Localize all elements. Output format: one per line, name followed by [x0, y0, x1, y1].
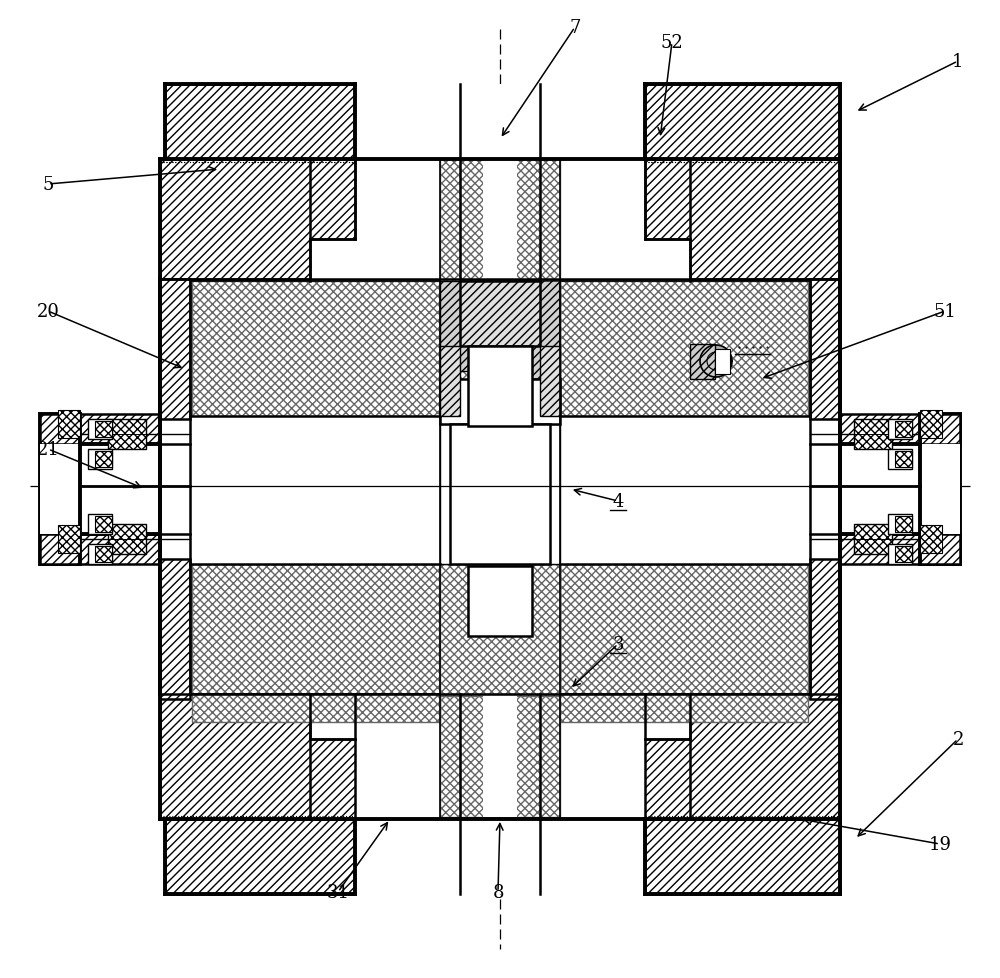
Polygon shape	[192, 694, 440, 723]
Text: 5: 5	[42, 176, 54, 194]
Polygon shape	[645, 820, 840, 894]
Polygon shape	[192, 282, 440, 417]
Polygon shape	[160, 159, 840, 820]
Polygon shape	[160, 159, 355, 280]
Polygon shape	[560, 417, 808, 564]
Text: 8: 8	[492, 883, 504, 901]
Polygon shape	[440, 379, 560, 424]
Polygon shape	[715, 350, 730, 375]
Polygon shape	[108, 420, 146, 450]
Polygon shape	[95, 516, 112, 532]
Polygon shape	[645, 159, 840, 280]
Text: 4: 4	[612, 493, 624, 511]
Polygon shape	[690, 344, 715, 379]
Text: 2: 2	[952, 731, 964, 748]
Polygon shape	[840, 534, 960, 564]
Polygon shape	[88, 545, 112, 564]
Text: 1: 1	[952, 53, 964, 71]
Polygon shape	[440, 282, 560, 696]
Polygon shape	[560, 564, 808, 694]
Polygon shape	[560, 694, 808, 723]
Polygon shape	[192, 564, 440, 694]
Polygon shape	[888, 545, 912, 564]
Polygon shape	[440, 346, 460, 417]
Polygon shape	[440, 282, 483, 372]
Polygon shape	[192, 417, 808, 564]
Polygon shape	[460, 282, 540, 346]
Polygon shape	[888, 420, 912, 439]
Polygon shape	[192, 417, 440, 564]
Text: 3: 3	[612, 636, 624, 653]
Text: 51: 51	[934, 302, 956, 321]
Polygon shape	[95, 422, 112, 437]
Polygon shape	[355, 820, 645, 894]
Polygon shape	[450, 424, 550, 564]
Polygon shape	[40, 445, 190, 534]
Polygon shape	[920, 411, 942, 438]
Polygon shape	[560, 417, 808, 564]
Polygon shape	[165, 85, 355, 159]
Polygon shape	[920, 415, 960, 564]
Polygon shape	[88, 514, 112, 534]
Polygon shape	[645, 85, 840, 159]
Polygon shape	[468, 566, 532, 637]
Polygon shape	[854, 420, 892, 450]
Polygon shape	[920, 525, 942, 554]
Polygon shape	[483, 159, 517, 818]
Polygon shape	[95, 547, 112, 562]
Polygon shape	[160, 280, 190, 420]
Polygon shape	[895, 516, 912, 532]
Polygon shape	[58, 525, 80, 554]
Polygon shape	[468, 346, 532, 426]
Polygon shape	[888, 450, 912, 469]
Polygon shape	[895, 547, 912, 562]
Polygon shape	[895, 452, 912, 467]
Polygon shape	[895, 422, 912, 437]
Text: 19: 19	[928, 835, 952, 853]
Polygon shape	[700, 345, 732, 378]
Polygon shape	[88, 420, 112, 439]
Polygon shape	[707, 353, 725, 371]
Polygon shape	[355, 85, 645, 159]
Polygon shape	[440, 424, 560, 564]
Polygon shape	[810, 280, 840, 420]
Polygon shape	[810, 559, 840, 699]
Polygon shape	[40, 415, 160, 445]
Polygon shape	[560, 282, 808, 417]
Polygon shape	[192, 417, 440, 564]
Polygon shape	[483, 282, 560, 379]
Polygon shape	[58, 411, 80, 438]
Polygon shape	[840, 415, 960, 445]
Polygon shape	[160, 694, 355, 820]
Polygon shape	[645, 694, 840, 820]
Text: 20: 20	[37, 302, 59, 321]
Text: 31: 31	[327, 883, 350, 901]
Polygon shape	[440, 159, 560, 818]
Polygon shape	[888, 514, 912, 534]
Polygon shape	[108, 524, 146, 555]
Polygon shape	[165, 820, 355, 894]
Polygon shape	[88, 450, 112, 469]
Text: 21: 21	[37, 440, 59, 459]
Text: 52: 52	[661, 34, 683, 52]
Polygon shape	[810, 445, 960, 534]
Text: 7: 7	[569, 19, 581, 37]
Polygon shape	[95, 452, 112, 467]
Polygon shape	[40, 415, 80, 564]
Polygon shape	[854, 524, 892, 555]
Polygon shape	[440, 564, 560, 694]
Polygon shape	[540, 346, 560, 417]
Polygon shape	[40, 534, 160, 564]
Polygon shape	[160, 559, 190, 699]
